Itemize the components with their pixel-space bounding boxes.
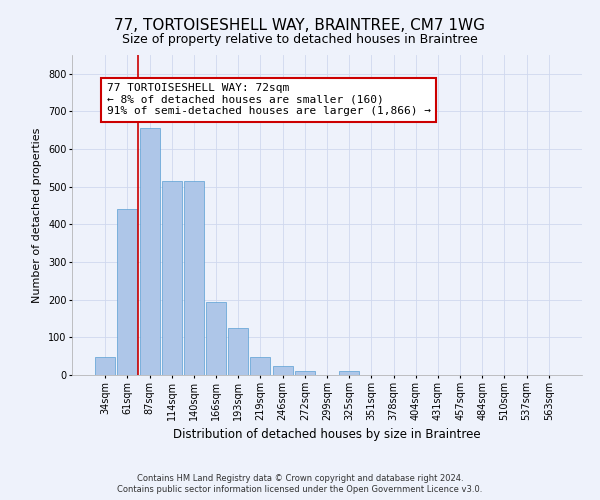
Bar	[184, 181, 204, 375]
Text: Size of property relative to detached houses in Braintree: Size of property relative to detached ho…	[122, 32, 478, 46]
Bar	[272, 366, 293, 375]
Bar	[118, 210, 137, 375]
Bar	[228, 328, 248, 375]
Bar	[206, 302, 226, 375]
Bar	[295, 371, 315, 375]
Text: Contains HM Land Registry data © Crown copyright and database right 2024.
Contai: Contains HM Land Registry data © Crown c…	[118, 474, 482, 494]
Bar	[140, 128, 160, 375]
X-axis label: Distribution of detached houses by size in Braintree: Distribution of detached houses by size …	[173, 428, 481, 442]
Text: 77 TORTOISESHELL WAY: 72sqm
← 8% of detached houses are smaller (160)
91% of sem: 77 TORTOISESHELL WAY: 72sqm ← 8% of deta…	[107, 83, 431, 116]
Text: 77, TORTOISESHELL WAY, BRAINTREE, CM7 1WG: 77, TORTOISESHELL WAY, BRAINTREE, CM7 1W…	[115, 18, 485, 32]
Bar	[95, 358, 115, 375]
Bar	[250, 358, 271, 375]
Bar	[339, 371, 359, 375]
Y-axis label: Number of detached properties: Number of detached properties	[32, 128, 43, 302]
Bar	[162, 181, 182, 375]
